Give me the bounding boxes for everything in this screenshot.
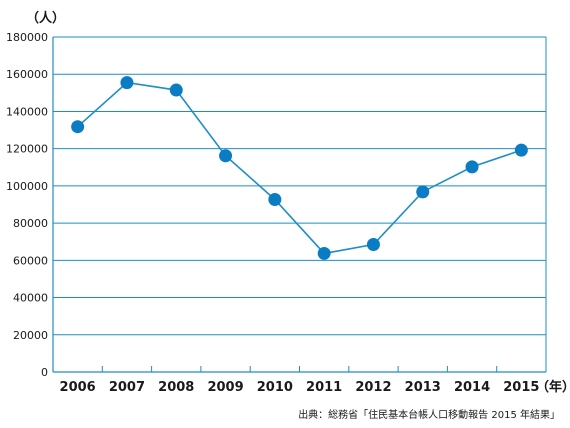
y-tick-labels: 0 20000 40000 60000 80000 100000 120000 140000 1… bbox=[6, 31, 48, 379]
x-tick-labels: 2006 2007 2008 2009 2010 2011 2012 2013 2014 2015 bbox=[60, 380, 540, 395]
data-point bbox=[219, 149, 233, 163]
y-tick-label: 40000 bbox=[13, 292, 48, 305]
data-point bbox=[317, 246, 331, 260]
y-tick-label: 100000 bbox=[6, 180, 48, 193]
x-tick-label: 2010 bbox=[257, 380, 293, 395]
x-tick-label: 2014 bbox=[454, 380, 490, 395]
data-series bbox=[71, 76, 528, 260]
y-tick-label: 120000 bbox=[6, 143, 48, 156]
data-point bbox=[514, 143, 528, 157]
y-tick-label: 80000 bbox=[13, 217, 48, 230]
data-point bbox=[366, 238, 380, 252]
y-tick-label: 160000 bbox=[6, 68, 48, 81]
grid-lines bbox=[53, 36, 546, 336]
y-tick-label: 60000 bbox=[13, 254, 48, 267]
x-tick-label: 2013 bbox=[405, 380, 441, 395]
data-point bbox=[268, 192, 282, 206]
x-tick-label: 2015 bbox=[503, 380, 539, 395]
series-line bbox=[77, 81, 522, 255]
source-note: 出典：総務省「住民基本台帳人口移動報告 2015 年結果」 bbox=[298, 410, 560, 421]
data-point bbox=[120, 76, 134, 90]
axes bbox=[52, 37, 547, 373]
x-tick-label: 2011 bbox=[306, 380, 342, 395]
y-tick-label: 140000 bbox=[6, 105, 48, 118]
y-tick-label: 20000 bbox=[13, 329, 48, 342]
data-point bbox=[169, 83, 183, 97]
data-point bbox=[71, 120, 85, 134]
y-tick-label: 0 bbox=[41, 366, 48, 379]
data-point bbox=[465, 160, 479, 174]
x-tick-label: 2009 bbox=[207, 380, 243, 395]
x-axis-unit-label: （年） bbox=[536, 379, 570, 395]
x-tick-label: 2006 bbox=[60, 380, 96, 395]
x-tick-label: 2012 bbox=[355, 380, 391, 395]
data-point bbox=[416, 185, 430, 199]
y-axis-unit-label: （人） bbox=[26, 10, 65, 26]
y-tick-label: 180000 bbox=[6, 31, 48, 44]
x-tick-label: 2007 bbox=[109, 380, 145, 395]
x-tick-label: 2008 bbox=[158, 380, 194, 395]
